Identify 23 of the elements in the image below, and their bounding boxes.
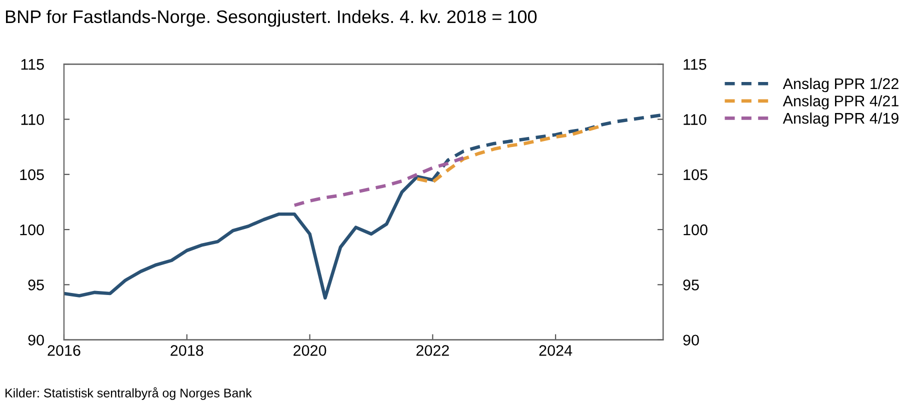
legend-label: Anslag PPR 1/22 xyxy=(782,78,898,92)
x-tick-label: 2018 xyxy=(170,345,204,356)
legend-label: Anslag PPR 4/21 xyxy=(782,95,898,110)
y2-tick-label: 95 xyxy=(683,280,699,290)
y2-tick-label: 110 xyxy=(684,114,706,125)
y2-tick-label: 100 xyxy=(684,224,708,236)
x-tick-label: 2020 xyxy=(294,345,326,356)
x-tick-label: 2024 xyxy=(539,345,572,356)
y-tick-label: 110 xyxy=(21,114,44,125)
y-tick-label: 115 xyxy=(21,59,44,70)
y2-tick-label: 105 xyxy=(684,169,708,180)
line-series xyxy=(292,156,466,207)
y-tick-label: 100 xyxy=(20,224,44,236)
y-tick-label: 105 xyxy=(20,169,44,180)
y2-tick-label: 115 xyxy=(684,59,706,70)
y2-tick-label: 90 xyxy=(683,334,699,346)
y-tick-label: 95 xyxy=(28,280,44,290)
x-tick-label: 2016 xyxy=(48,345,80,356)
chart-title: BNP for Fastlands-Norge. Sesongjustert. Indeks. 4. kv. 2018 = 100 xyxy=(6,10,537,27)
x-tick-label: 2022 xyxy=(416,345,449,356)
text: Kilder: Statistisk sentralbyrå og Norges Bank xyxy=(6,387,252,400)
y-tick-label: 90 xyxy=(28,334,44,346)
legend-label: Anslag PPR 4/19 xyxy=(782,112,898,127)
